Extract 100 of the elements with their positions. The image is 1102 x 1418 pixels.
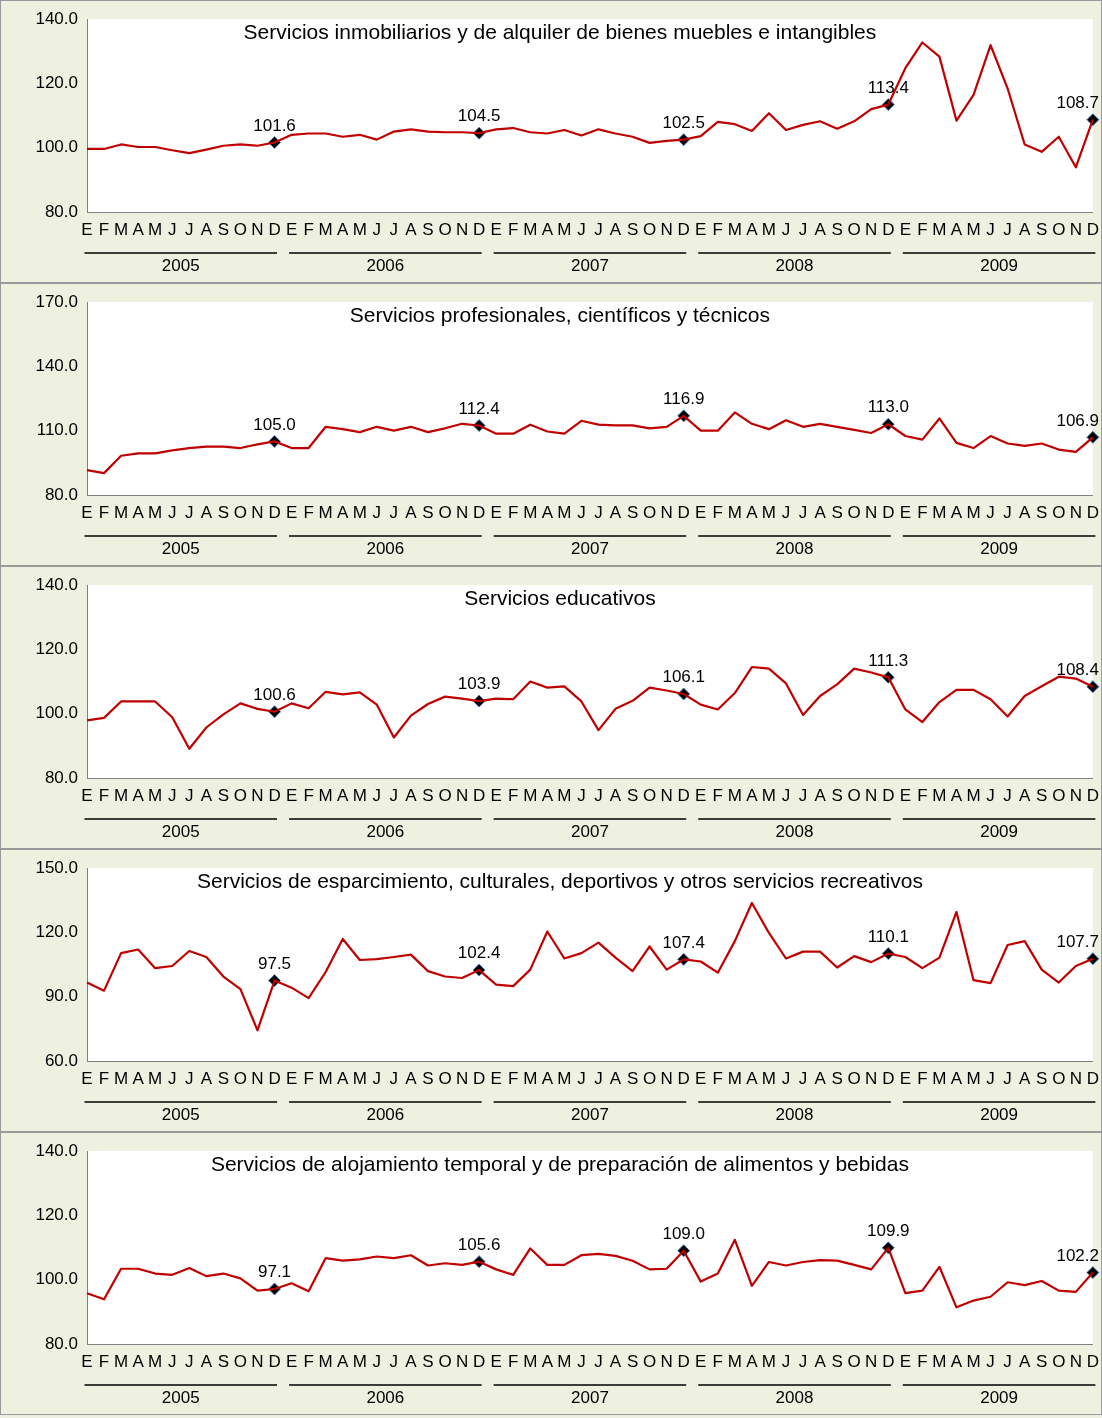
- x-tick-label: A: [405, 502, 418, 522]
- x-tick-label: D: [677, 785, 690, 805]
- x-tick-label: M: [352, 1351, 367, 1371]
- x-tick-label: E: [490, 502, 502, 522]
- x-tick-label: O: [847, 1351, 861, 1371]
- y-tick-label: 80.0: [44, 201, 78, 221]
- x-tick-label: A: [1019, 219, 1031, 239]
- x-tick-label: O: [233, 1068, 248, 1088]
- text: 2006: [366, 822, 405, 842]
- y-tick-label: 170.0: [35, 291, 78, 311]
- x-tick-label: J: [986, 1068, 995, 1088]
- x-tick-label: M: [523, 502, 538, 522]
- x-tick-label: J: [577, 502, 586, 522]
- text: 2007: [571, 1388, 609, 1408]
- x-tick-label: M: [557, 502, 572, 522]
- x-tick-label: S: [217, 785, 230, 805]
- x-tick-label: D: [882, 1351, 895, 1371]
- data-label: 97.1: [257, 1262, 292, 1282]
- y-tick-label: 110.0: [36, 420, 78, 440]
- x-tick-label: M: [352, 785, 367, 805]
- x-tick-label: M: [932, 219, 947, 239]
- x-tick-label: A: [950, 1351, 963, 1371]
- x-tick-label: J: [185, 1068, 194, 1088]
- x-tick-label: M: [966, 1351, 981, 1371]
- x-tick-label: A: [814, 785, 827, 805]
- x-tick-label: J: [594, 785, 603, 805]
- x-tick-label: J: [798, 219, 808, 239]
- x-tick-label: S: [831, 785, 843, 805]
- y-tick-label: 120.0: [35, 73, 78, 93]
- x-tick-label: M: [114, 219, 129, 239]
- x-tick-label: A: [814, 219, 827, 239]
- x-tick-label: A: [746, 1351, 759, 1371]
- x-tick-label: A: [950, 219, 963, 239]
- x-tick-label: F: [98, 219, 110, 239]
- x-tick-label: J: [594, 1351, 603, 1371]
- x-tick-label: S: [1036, 785, 1048, 805]
- x-tick-label: J: [798, 1068, 808, 1088]
- x-tick-label: A: [814, 502, 827, 522]
- x-tick-label: O: [438, 219, 452, 239]
- x-tick-label: A: [541, 1351, 554, 1371]
- text: 2008: [775, 1105, 814, 1125]
- x-tick-label: F: [712, 1068, 723, 1088]
- x-tick-label: J: [594, 502, 603, 522]
- x-tick-label: M: [318, 219, 333, 239]
- x-tick-label: A: [337, 219, 350, 239]
- data-label: 107.4: [662, 932, 705, 952]
- chart-title: Servicios inmobiliarios y de alquiler de bienes muebles e intangibles: [243, 20, 877, 44]
- data-label: 111.3: [868, 650, 909, 670]
- x-tick-label: J: [986, 1351, 995, 1371]
- x-tick-label: J: [167, 1351, 177, 1371]
- x-tick-label: J: [389, 1351, 399, 1371]
- x-tick-label: N: [660, 785, 673, 805]
- x-tick-label: E: [81, 785, 93, 805]
- x-tick-label: M: [557, 785, 572, 805]
- data-label: 102.2: [1056, 1245, 1099, 1265]
- x-tick-label: A: [609, 219, 622, 239]
- x-tick-label: A: [200, 1068, 213, 1088]
- x-tick-label: F: [712, 219, 723, 239]
- x-tick-label: A: [609, 1068, 622, 1088]
- data-label: 101.6: [253, 115, 296, 135]
- x-tick-label: S: [422, 1351, 434, 1371]
- x-tick-label: N: [660, 1351, 673, 1371]
- x-tick-label: N: [660, 1068, 673, 1088]
- x-tick-label: F: [917, 785, 928, 805]
- y-tick-label: 100.0: [35, 1269, 78, 1289]
- y-tick-label: 100.0: [35, 703, 78, 723]
- x-tick-label: E: [695, 785, 707, 805]
- x-tick-label: A: [132, 219, 145, 239]
- x-tick-label: O: [1052, 219, 1066, 239]
- x-tick-label: J: [185, 502, 194, 522]
- x-tick-label: S: [217, 1068, 230, 1088]
- x-tick-label: F: [917, 219, 928, 239]
- x-tick-label: A: [337, 785, 350, 805]
- x-tick-label: J: [1003, 1068, 1012, 1088]
- x-tick-label: S: [217, 1351, 230, 1371]
- x-tick-label: J: [167, 1068, 177, 1088]
- x-tick-label: E: [899, 785, 911, 805]
- text: 2005: [161, 256, 200, 276]
- x-tick-label: E: [285, 1068, 298, 1088]
- x-tick-label: J: [986, 785, 995, 805]
- x-tick-label: M: [557, 1068, 572, 1088]
- x-tick-label: F: [508, 1351, 519, 1371]
- x-tick-label: M: [932, 1351, 947, 1371]
- x-tick-label: N: [455, 785, 469, 805]
- y-tick-label: 90.0: [44, 986, 78, 1006]
- x-tick-label: E: [285, 1351, 298, 1371]
- x-tick-label: J: [1003, 219, 1012, 239]
- x-tick-label: A: [200, 785, 213, 805]
- data-label: 100.6: [253, 684, 296, 704]
- x-tick-label: M: [523, 1351, 538, 1371]
- data-label: 105.6: [457, 1234, 501, 1254]
- x-tick-label: A: [746, 1068, 759, 1088]
- x-tick-label: O: [233, 502, 248, 522]
- x-tick-label: F: [98, 1351, 110, 1371]
- text: 2005: [161, 1105, 200, 1125]
- x-tick-label: A: [405, 785, 418, 805]
- x-tick-label: A: [541, 502, 554, 522]
- y-tick-label: 100.0: [35, 137, 78, 157]
- x-tick-label: F: [917, 1351, 928, 1371]
- x-tick-label: J: [167, 219, 177, 239]
